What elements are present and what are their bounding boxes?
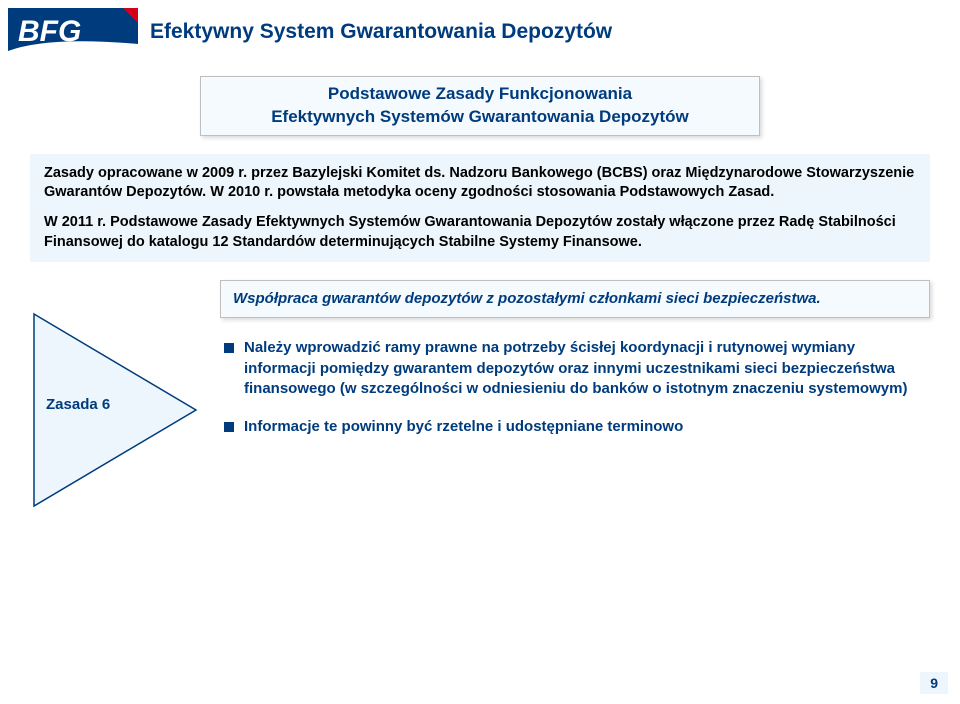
subtitle-line-1: Podstawowe Zasady Funkcjonowania xyxy=(211,83,749,106)
list-item: Informacje te powinny być rzetelne i udo… xyxy=(224,417,930,437)
cooperation-text: Współpraca gwarantów depozytów z pozosta… xyxy=(233,289,917,309)
bfg-logo: BFG xyxy=(8,8,138,58)
triangle-column: Zasada 6 xyxy=(30,280,210,510)
body-paragraph: Zasady opracowane w 2009 r. przez Bazyle… xyxy=(44,164,916,203)
header: BFG Efektywny System Gwarantowania Depoz… xyxy=(0,0,960,58)
list-item: Należy wprowadzić ramy prawne na potrzeb… xyxy=(224,338,930,399)
bullet-text: Informacje te powinny być rzetelne i udo… xyxy=(244,417,683,437)
page-title: Efektywny System Gwarantowania Depozytów xyxy=(150,20,612,44)
triangle-shape: Zasada 6 xyxy=(30,310,200,510)
bullet-list: Należy wprowadzić ramy prawne na potrzeb… xyxy=(220,338,930,437)
right-column: Współpraca gwarantów depozytów z pozosta… xyxy=(210,280,930,510)
triangle-label: Zasada 6 xyxy=(46,396,110,413)
bullet-marker-icon xyxy=(224,422,234,432)
page-number: 9 xyxy=(920,672,948,694)
svg-text:BFG: BFG xyxy=(18,15,81,48)
bullet-text: Należy wprowadzić ramy prawne na potrzeb… xyxy=(244,338,930,399)
cooperation-box: Współpraca gwarantów depozytów z pozosta… xyxy=(220,280,930,318)
bullet-marker-icon xyxy=(224,343,234,353)
subtitle-line-2: Efektywnych Systemów Gwarantowania Depoz… xyxy=(211,106,749,129)
lower-section: Zasada 6 Współpraca gwarantów depozytów … xyxy=(30,280,930,510)
body-text-block: Zasady opracowane w 2009 r. przez Bazyle… xyxy=(30,154,930,262)
body-paragraph: W 2011 r. Podstawowe Zasady Efektywnych … xyxy=(44,213,916,252)
subtitle-box: Podstawowe Zasady Funkcjonowania Efektyw… xyxy=(200,76,760,136)
